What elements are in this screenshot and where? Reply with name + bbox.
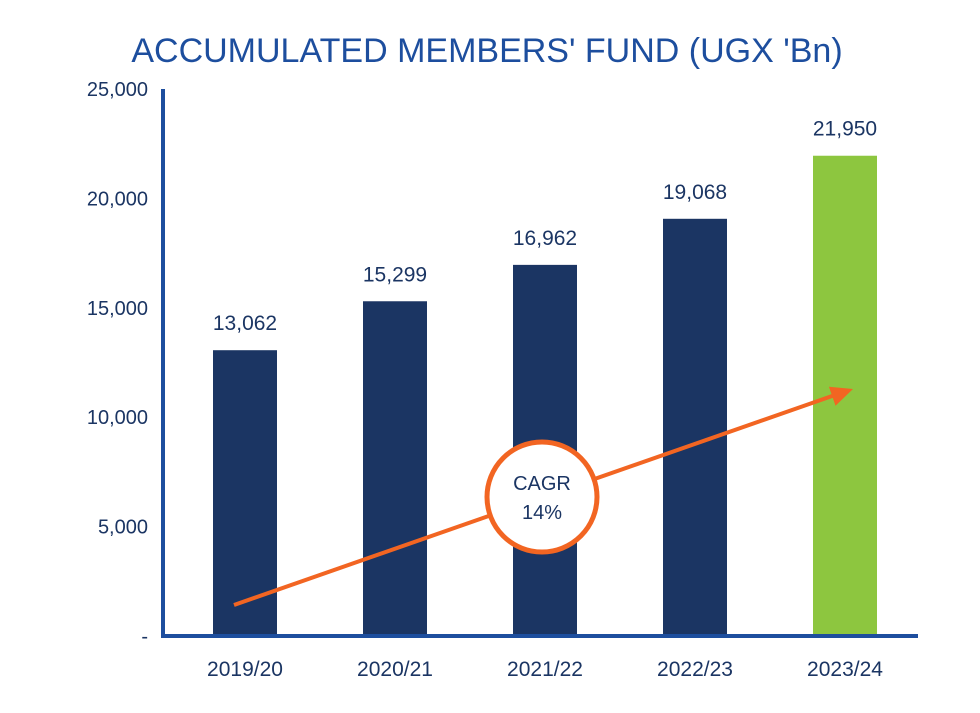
y-axis-ticks: - 5,000 10,000 15,000 20,000 25,000 [87,79,148,648]
x-axis-ticks: 2019/20 2020/21 2021/22 2022/23 2023/24 [207,658,883,681]
y-tick-label: 5,000 [98,517,148,539]
cagr-circle [484,439,600,555]
x-tick-label: 2020/21 [357,658,433,681]
bar-value-label: 21,950 [813,118,877,141]
x-tick-label: 2023/24 [807,658,883,681]
y-tick-label: 25,000 [87,79,148,101]
cagr-annotation: CAGR 14% [233,386,853,607]
bar-value-label: 19,068 [663,181,727,204]
bar-value-label: 16,962 [513,227,577,250]
y-tick-label: - [141,626,148,648]
y-tick-label: 20,000 [87,188,148,210]
x-tick-label: 2019/20 [207,658,283,681]
x-tick-label: 2021/22 [507,658,583,681]
chart-title: ACCUMULATED MEMBERS' FUND (UGX 'Bn) [131,32,842,70]
y-tick-label: 10,000 [87,407,148,429]
bar [213,350,277,636]
bar-value-label: 15,299 [363,263,427,286]
bar-value-label: 13,062 [213,312,277,335]
trend-arrow-head [828,386,853,406]
y-tick-label: 15,000 [87,298,148,320]
cagr-value: 14% [522,502,562,524]
bar [663,218,727,636]
x-tick-label: 2022/23 [657,658,733,681]
bar [363,301,427,636]
cagr-label: CAGR [513,473,571,495]
value-labels: 13,062 15,299 16,962 19,068 21,950 [213,118,877,335]
